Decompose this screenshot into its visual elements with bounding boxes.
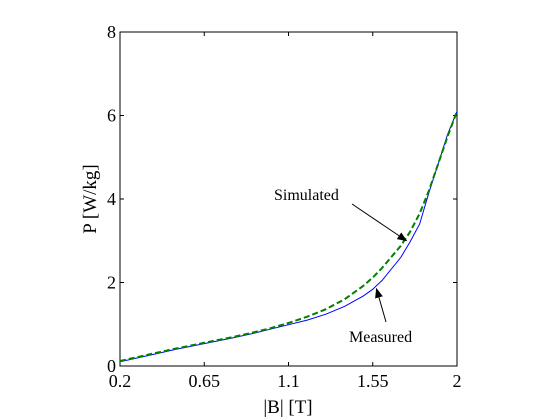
plot-area: [119, 31, 458, 367]
annotation-measured-label: Measured: [349, 329, 412, 346]
annotation-simulated-label: Simulated: [274, 187, 339, 204]
y-tick-label: 4: [107, 189, 116, 209]
x-tick-label: 0.2: [109, 371, 132, 391]
series-line-measured: [119, 111, 458, 363]
series-line-simulated: [119, 110, 458, 362]
annotation-simulated-arrow: [351, 203, 408, 242]
annotation-measured-arrow: [375, 287, 387, 323]
series-group: [119, 110, 458, 363]
y-tick-label: 8: [107, 22, 116, 42]
y-axis-label: P [W/kg]: [80, 164, 101, 233]
y-tick-label: 0: [107, 356, 116, 376]
x-tick-label: 0.65: [189, 371, 221, 391]
annotations: Simulated Measured: [274, 187, 412, 346]
x-tick-label: 1.1: [277, 371, 300, 391]
x-tick-label: 1.55: [357, 371, 389, 391]
axis-tick-labels: 0.2 0.65 1.1 1.55 2 0 2 4 6 8: [107, 22, 462, 391]
y-tick-label: 2: [107, 273, 116, 293]
x-tick-label: 2: [453, 371, 462, 391]
y-tick-label: 6: [107, 106, 116, 126]
x-axis-label: |B| [T]: [263, 397, 312, 418]
